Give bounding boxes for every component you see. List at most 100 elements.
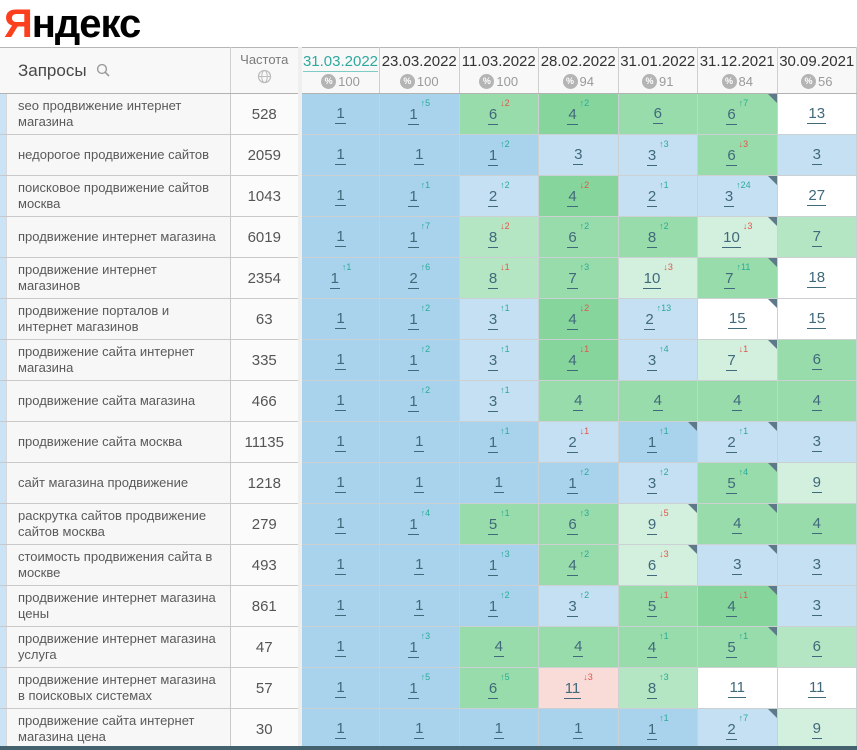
position-link[interactable]: 1 — [329, 269, 340, 289]
position-link[interactable]: 3 — [732, 556, 743, 575]
position-link[interactable]: 3 — [811, 597, 822, 616]
position-link[interactable]: 1 — [335, 515, 346, 534]
position-link[interactable]: 1 — [414, 146, 425, 165]
position-cell[interactable]: 4 — [697, 380, 778, 422]
position-cell[interactable]: 3↑1 — [459, 380, 539, 422]
search-icon[interactable] — [96, 63, 111, 78]
position-cell[interactable]: 1 — [459, 708, 539, 750]
position-cell[interactable]: 1 — [298, 421, 380, 463]
position-cell[interactable]: 2↑6 — [379, 257, 460, 299]
position-link[interactable]: 4 — [732, 515, 743, 534]
position-link[interactable]: 1 — [646, 433, 658, 453]
query-cell[interactable]: продвижение интернет магазина цены — [0, 585, 231, 627]
position-cell[interactable]: 1↑2 — [538, 462, 619, 504]
position-link[interactable]: 4 — [493, 638, 504, 657]
position-cell[interactable]: 1↑1 — [379, 175, 460, 217]
position-cell[interactable]: 1 — [379, 708, 460, 750]
position-link[interactable]: 4 — [732, 392, 743, 411]
position-link[interactable]: 3 — [487, 392, 499, 412]
position-link[interactable]: 9 — [811, 720, 822, 739]
position-link[interactable]: 3 — [487, 310, 499, 330]
position-link[interactable]: 3 — [646, 146, 658, 166]
query-cell[interactable]: недорогое продвижение сайтов — [0, 134, 231, 176]
position-cell[interactable]: 1↑1 — [618, 708, 698, 750]
position-cell[interactable]: 6 — [777, 626, 857, 668]
position-cell[interactable]: 1↑5 — [379, 667, 460, 709]
position-link[interactable]: 2 — [567, 433, 578, 453]
position-cell[interactable]: 3↑4 — [618, 339, 698, 381]
position-link[interactable]: 4 — [811, 515, 822, 534]
position-link[interactable]: 1 — [646, 720, 658, 740]
date-link[interactable]: 28.02.2022 — [540, 52, 616, 70]
position-cell[interactable]: 1 — [298, 503, 380, 545]
position-link[interactable]: 4 — [573, 392, 584, 411]
position-cell[interactable]: 3↑3 — [618, 134, 698, 176]
position-link[interactable]: 15 — [807, 310, 827, 329]
position-cell[interactable]: 9 — [777, 708, 857, 750]
position-cell[interactable]: 3 — [777, 544, 857, 586]
position-link[interactable]: 2 — [644, 310, 655, 330]
position-link[interactable]: 3 — [567, 597, 578, 617]
position-link[interactable]: 1 — [408, 638, 419, 658]
position-link[interactable]: 1 — [408, 187, 419, 207]
position-link[interactable]: 1 — [408, 351, 419, 371]
position-cell[interactable]: 3 — [697, 544, 778, 586]
date-link[interactable]: 11.03.2022 — [461, 52, 536, 70]
position-cell[interactable]: 1 — [298, 175, 380, 217]
position-cell[interactable]: 1 — [379, 544, 460, 586]
query-cell[interactable]: сайт магазина продвижение — [0, 462, 231, 504]
position-link[interactable]: 5 — [487, 515, 499, 535]
date-column-header[interactable]: 31.01.2022% 91 — [618, 47, 698, 94]
position-cell[interactable]: 8↓2 — [459, 216, 539, 258]
position-cell[interactable]: 1↑2 — [379, 380, 460, 422]
position-link[interactable]: 1 — [335, 720, 346, 739]
query-cell[interactable]: продвижение сайта магазина — [0, 380, 231, 422]
position-link[interactable]: 2 — [726, 720, 737, 740]
position-link[interactable]: 6 — [811, 638, 822, 657]
position-link[interactable]: 1 — [408, 392, 419, 412]
position-link[interactable]: 7 — [811, 228, 822, 247]
position-cell[interactable]: 3↑1 — [459, 298, 539, 340]
position-cell[interactable]: 10↓3 — [697, 216, 778, 258]
row-select-strip[interactable] — [0, 299, 7, 339]
position-link[interactable]: 1 — [335, 679, 346, 698]
position-cell[interactable]: 9↓5 — [618, 503, 698, 545]
position-cell[interactable]: 8↓1 — [459, 257, 539, 299]
position-cell[interactable]: 5↑1 — [459, 503, 539, 545]
position-link[interactable]: 1 — [573, 720, 584, 739]
position-link[interactable]: 3 — [487, 351, 499, 371]
position-cell[interactable]: 1 — [538, 708, 619, 750]
position-cell[interactable]: 1 — [298, 544, 380, 586]
position-cell[interactable]: 2↓1 — [538, 421, 619, 463]
date-column-header[interactable]: 23.03.2022% 100 — [379, 47, 460, 94]
position-link[interactable]: 1 — [408, 515, 419, 535]
position-link[interactable]: 8 — [487, 269, 499, 289]
position-link[interactable]: 9 — [646, 515, 658, 535]
position-link[interactable]: 1 — [408, 105, 419, 125]
position-link[interactable]: 1 — [414, 720, 425, 739]
position-cell[interactable]: 3 — [538, 134, 619, 176]
position-link[interactable]: 6 — [567, 515, 578, 535]
position-link[interactable]: 1 — [335, 597, 346, 616]
position-link[interactable]: 1 — [487, 556, 499, 576]
position-cell[interactable]: 6 — [777, 339, 857, 381]
position-link[interactable]: 7 — [724, 269, 735, 289]
position-cell[interactable]: 3↑24 — [697, 175, 778, 217]
position-link[interactable]: 1 — [487, 597, 499, 617]
position-link[interactable]: 27 — [807, 187, 827, 206]
position-cell[interactable]: 4↓1 — [697, 585, 778, 627]
position-link[interactable]: 3 — [811, 556, 822, 575]
position-link[interactable]: 1 — [335, 392, 346, 411]
position-link[interactable]: 11 — [728, 679, 747, 698]
position-cell[interactable]: 8↑3 — [618, 667, 698, 709]
position-cell[interactable]: 3↑2 — [538, 585, 619, 627]
position-cell[interactable]: 1 — [298, 216, 380, 258]
position-link[interactable]: 3 — [811, 146, 822, 165]
query-cell[interactable]: продвижение порталов и интернет магазино… — [0, 298, 231, 340]
position-cell[interactable]: 4 — [777, 380, 857, 422]
position-cell[interactable]: 15 — [697, 298, 778, 340]
position-cell[interactable]: 6↓3 — [618, 544, 698, 586]
row-select-strip[interactable] — [0, 258, 7, 298]
position-cell[interactable]: 6↑7 — [697, 93, 778, 135]
query-cell[interactable]: seo продвижение интернет магазина — [0, 93, 231, 135]
